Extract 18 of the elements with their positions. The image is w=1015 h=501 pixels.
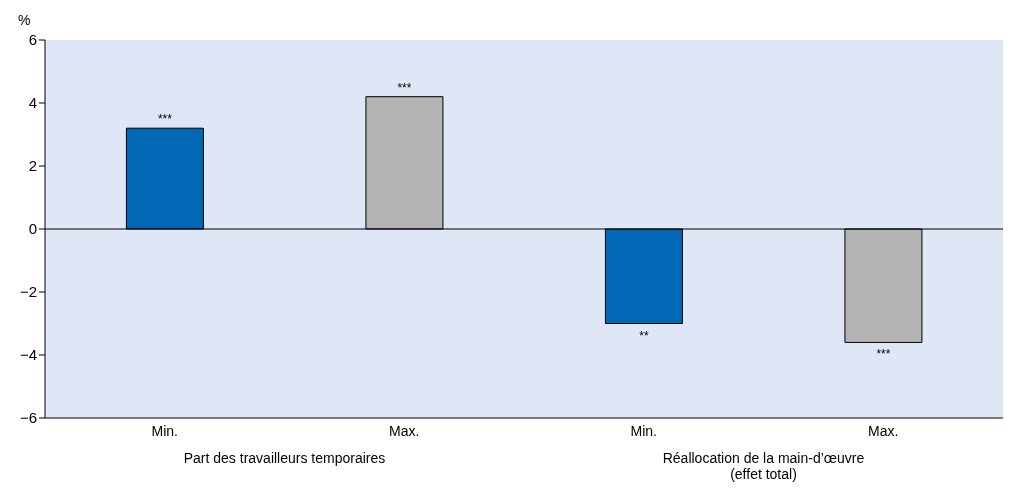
text: Réallocation de la main-d’œuvre (effet total) bbox=[661, 450, 866, 482]
x-tick-label: Min. bbox=[151, 422, 178, 439]
data-label: *** bbox=[876, 347, 891, 362]
y-tick-label: 4 bbox=[28, 94, 37, 112]
x-tick-label: Max. bbox=[868, 422, 899, 439]
y-tick-label: −2 bbox=[19, 283, 37, 301]
text: Part des travailleurs temporaires bbox=[182, 450, 387, 466]
y-axis-title: % bbox=[18, 12, 31, 28]
x-tick-label: Max. bbox=[389, 422, 420, 439]
y-tick-label: −6 bbox=[19, 409, 37, 427]
y-tick-label: −4 bbox=[19, 346, 37, 364]
x-tick-label: Min. bbox=[630, 422, 657, 439]
data-label: *** bbox=[397, 80, 412, 95]
data-label: ** bbox=[639, 328, 649, 343]
y-tick-label: 6 bbox=[28, 31, 37, 49]
y-tick-label: 2 bbox=[28, 157, 37, 175]
data-label: *** bbox=[157, 112, 173, 127]
y-tick-label: 0 bbox=[28, 220, 37, 238]
